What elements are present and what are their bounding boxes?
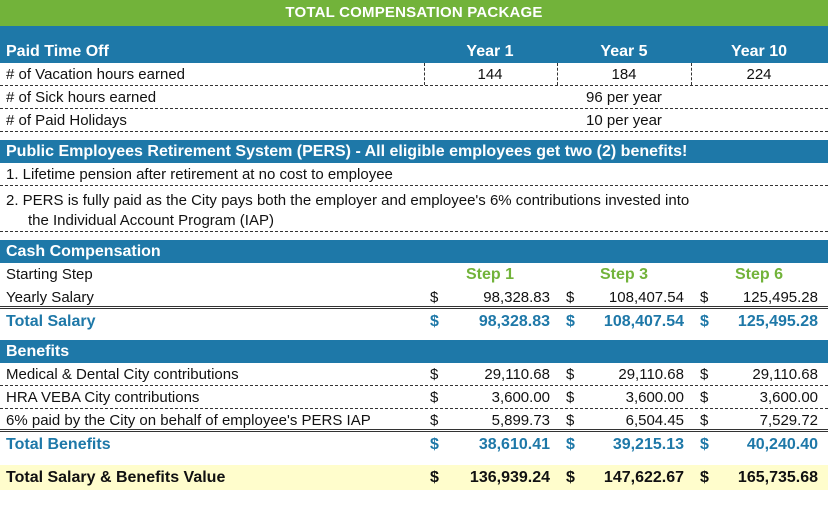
cash-header-label: Cash Compensation <box>6 243 161 260</box>
benefit-row: HRA VEBA City contributions $ 3,600.00 $… <box>0 386 828 409</box>
currency-symbol: $ <box>430 436 439 453</box>
vacation-row: # of Vacation hours earned 144 184 224 <box>0 63 828 86</box>
currency-symbol: $ <box>566 366 575 383</box>
vacation-label: # of Vacation hours earned <box>6 66 186 83</box>
benefits-header-label: Benefits <box>6 343 70 360</box>
currency-symbol: $ <box>700 389 709 406</box>
divider <box>691 63 692 85</box>
grand-total-row: Total Salary & Benefits Value $ 136,939.… <box>0 465 828 490</box>
benefit-step-3: 29,110.68 <box>618 366 684 383</box>
grand-total-label: Total Salary & Benefits Value <box>6 469 226 486</box>
benefit-step-3: 6,504.45 <box>625 412 684 429</box>
currency-symbol: $ <box>430 412 439 429</box>
currency-symbol: $ <box>430 289 439 306</box>
year-1-label: Year 1 <box>466 43 514 60</box>
pto-header: Paid Time Off Year 1 Year 5 Year 10 <box>0 40 828 63</box>
currency-symbol: $ <box>566 389 575 406</box>
grand-total-step-3: 147,622.67 <box>603 469 684 486</box>
currency-symbol: $ <box>566 436 575 453</box>
vacation-year-5: 184 <box>611 66 637 83</box>
currency-symbol: $ <box>566 289 575 306</box>
pers-item-2-line-2: the Individual Account Program (IAP) <box>28 212 274 229</box>
holidays-label: # of Paid Holidays <box>6 112 127 129</box>
benefit-label: 6% paid by the City on behalf of employe… <box>6 412 371 429</box>
total-benefits-step-3: 39,215.13 <box>612 436 684 453</box>
step-1-label: Step 1 <box>465 266 514 283</box>
total-benefits-label: Total Benefits <box>6 436 111 453</box>
benefit-label: Medical & Dental City contributions <box>6 366 239 383</box>
grand-total-step-6: 165,735.68 <box>737 469 818 486</box>
year-5-label: Year 5 <box>600 43 648 60</box>
pers-header-label: Public Employees Retirement System (PERS… <box>6 143 688 160</box>
pers-item-2-line-1: 2. PERS is fully paid as the City pays b… <box>6 192 690 209</box>
benefit-step-3: 3,600.00 <box>625 389 684 406</box>
holidays-row: # of Paid Holidays 10 per year <box>0 109 828 132</box>
currency-symbol: $ <box>700 469 709 486</box>
spacer <box>0 132 828 140</box>
currency-symbol: $ <box>430 366 439 383</box>
spacer <box>0 232 828 240</box>
yearly-salary-label: Yearly Salary <box>6 289 94 306</box>
currency-symbol: $ <box>430 389 439 406</box>
currency-symbol: $ <box>700 289 709 306</box>
pers-item-1-text: 1. Lifetime pension after retirement at … <box>6 166 393 183</box>
pto-header-label: Paid Time Off <box>6 43 109 60</box>
benefit-step-6: 7,529.72 <box>759 412 818 429</box>
total-benefits-step-6: 40,240.40 <box>746 436 818 453</box>
total-salary-label: Total Salary <box>6 313 96 330</box>
benefit-row: 6% paid by the City on behalf of employe… <box>0 409 828 432</box>
pers-header: Public Employees Retirement System (PERS… <box>0 140 828 163</box>
pers-item-2: 2. PERS is fully paid as the City pays b… <box>0 186 828 232</box>
benefit-step-6: 29,110.68 <box>752 366 818 383</box>
currency-symbol: $ <box>430 313 439 330</box>
currency-symbol: $ <box>566 313 575 330</box>
benefit-label: HRA VEBA City contributions <box>6 389 200 406</box>
grand-total-step-1: 136,939.24 <box>469 469 550 486</box>
benefit-row: Medical & Dental City contributions $ 29… <box>0 363 828 386</box>
total-salary-step-1: 98,328.83 <box>478 313 550 330</box>
total-benefits-row: Total Benefits $ 38,610.41 $ 39,215.13 $… <box>0 432 828 459</box>
header-band <box>0 26 828 40</box>
yearly-step-3: 108,407.54 <box>608 289 684 306</box>
pers-item-1: 1. Lifetime pension after retirement at … <box>0 163 828 186</box>
starting-step-label: Starting Step <box>6 266 93 283</box>
currency-symbol: $ <box>566 412 575 429</box>
benefit-step-1: 5,899.73 <box>491 412 550 429</box>
yearly-step-6: 125,495.28 <box>742 289 818 306</box>
sick-label: # of Sick hours earned <box>6 89 157 106</box>
currency-symbol: $ <box>430 469 439 486</box>
benefit-step-1: 29,110.68 <box>484 366 550 383</box>
total-salary-step-6: 125,495.28 <box>737 313 818 330</box>
vacation-year-1: 144 <box>477 66 503 83</box>
vacation-year-10: 224 <box>746 66 772 83</box>
total-salary-step-3: 108,407.54 <box>603 313 684 330</box>
currency-symbol: $ <box>700 412 709 429</box>
currency-symbol: $ <box>700 436 709 453</box>
cash-header: Cash Compensation <box>0 240 828 263</box>
year-10-label: Year 10 <box>730 43 788 60</box>
step-6-label: Step 6 <box>734 266 783 283</box>
total-benefits-step-1: 38,610.41 <box>478 436 550 453</box>
benefit-step-6: 3,600.00 <box>759 389 818 406</box>
step-3-label: Step 3 <box>599 266 648 283</box>
holidays-value: 10 per year <box>586 112 662 129</box>
sick-value: 96 per year <box>586 89 662 106</box>
starting-step-row: Starting Step Step 1 Step 3 Step 6 <box>0 263 828 286</box>
total-salary-row: Total Salary $ 98,328.83 $ 108,407.54 $ … <box>0 309 828 336</box>
currency-symbol: $ <box>700 366 709 383</box>
yearly-step-1: 98,328.83 <box>483 289 550 306</box>
yearly-salary-row: Yearly Salary $ 98,328.83 $ 108,407.54 $… <box>0 286 828 309</box>
sick-row: # of Sick hours earned 96 per year <box>0 86 828 109</box>
divider <box>424 63 425 85</box>
page-title: TOTAL COMPENSATION PACKAGE <box>0 0 828 26</box>
currency-symbol: $ <box>700 313 709 330</box>
divider <box>557 63 558 85</box>
benefit-step-1: 3,600.00 <box>491 389 550 406</box>
currency-symbol: $ <box>566 469 575 486</box>
benefits-header: Benefits <box>0 340 828 363</box>
